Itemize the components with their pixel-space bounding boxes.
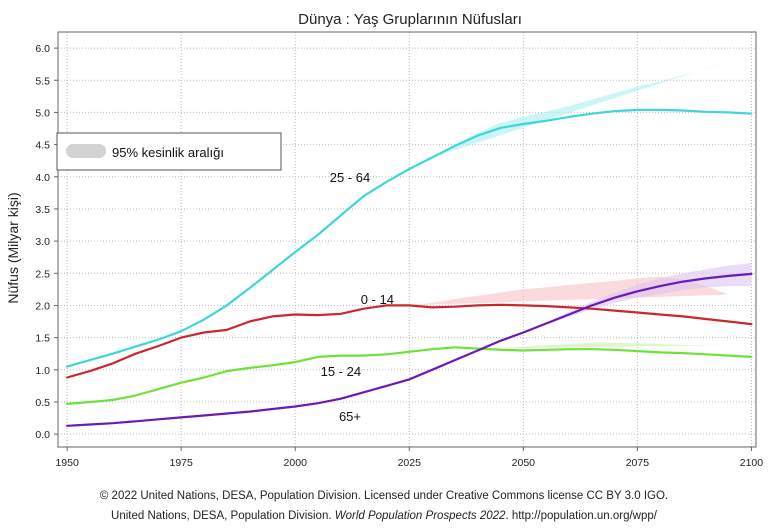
y-tick-label: 4.0	[35, 172, 50, 184]
x-tick-label: 2100	[740, 457, 764, 469]
citation-suffix: . http://population.un.org/wpp/	[505, 510, 657, 522]
plot-frame	[57, 31, 757, 448]
y-axis-ticks: 0.0 0.5 1.0 1.5 2.0 2.5 3.0 3.5 4.0 4.5 5.0 5.5 6.0	[35, 43, 58, 441]
x-axis-ticks: 1950 1975 2000 2025 2050 2075 2100	[55, 447, 763, 469]
line-25-64	[65, 108, 753, 368]
citation-title: World Population Prospects 2022	[334, 510, 506, 522]
x-tick-label: 2050	[512, 457, 536, 469]
chart-title: Dünya : Yaş Gruplarının Nüfusları	[298, 11, 522, 28]
legend-swatch	[66, 144, 106, 158]
x-tick-label: 1950	[55, 457, 79, 469]
y-tick-label: 1.5	[35, 333, 50, 345]
y-tick-label: 0.5	[35, 397, 50, 409]
x-tick-label: 2000	[284, 457, 308, 469]
series-label-15-24: 15 - 24	[321, 364, 361, 379]
legend-label: 95% kesinlik aralığı	[112, 145, 224, 160]
x-tick-label: 1975	[169, 457, 193, 469]
y-tick-label: 4.5	[35, 140, 50, 152]
x-tick-label: 2025	[398, 457, 422, 469]
series-label-25-64: 25 - 64	[330, 170, 370, 185]
series-label-65plus: 65+	[339, 409, 361, 424]
citation-line: United Nations, DESA, Population Divisio…	[0, 510, 768, 522]
band-15-24	[477, 342, 729, 349]
y-axis-label: Nüfus (Milyar kişi)	[5, 192, 21, 303]
grid-lines	[58, 32, 756, 447]
band-25-64	[432, 61, 729, 158]
citation-prefix: United Nations, DESA, Population Divisio…	[111, 510, 335, 522]
y-tick-label: 5.5	[35, 75, 50, 87]
series-labels: 25 - 64 0 - 14 15 - 24 65+	[321, 170, 394, 424]
y-tick-label: 3.5	[35, 204, 50, 216]
y-tick-label: 6.0	[35, 43, 50, 55]
x-tick-label: 2075	[626, 457, 650, 469]
series-label-0-14: 0 - 14	[361, 292, 394, 307]
copyright-line: © 2022 United Nations, DESA, Population …	[99, 490, 669, 502]
y-tick-label: 5.0	[35, 107, 50, 119]
line-0-14	[65, 303, 753, 379]
legend: 95% kesinlik aralığı	[56, 132, 282, 171]
y-tick-label: 0.0	[35, 429, 50, 441]
line-65plus	[65, 272, 753, 427]
axes	[57, 31, 757, 448]
y-tick-label: 1.0	[35, 365, 50, 377]
y-tick-label: 3.0	[35, 236, 50, 248]
line-15-24	[65, 346, 753, 405]
y-tick-label: 2.0	[35, 300, 50, 312]
y-tick-label: 2.5	[35, 268, 50, 280]
series-lines	[65, 108, 753, 427]
